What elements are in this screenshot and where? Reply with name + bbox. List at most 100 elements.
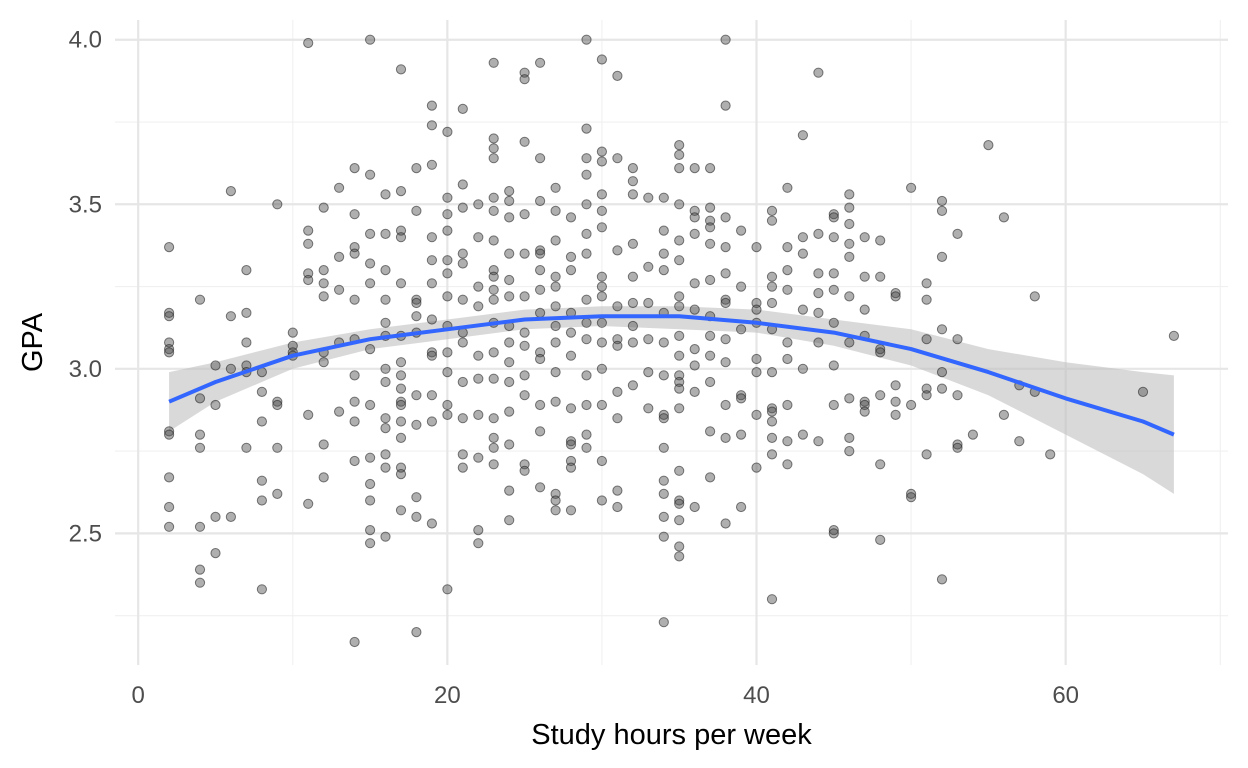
data-point: [875, 347, 886, 358]
data-point: [365, 344, 376, 355]
data-point: [658, 225, 669, 236]
data-point: [612, 70, 623, 82]
data-point: [303, 409, 314, 420]
data-point: [596, 363, 608, 374]
data-point: [736, 225, 747, 236]
data-point: [627, 163, 639, 174]
data-point: [164, 307, 175, 318]
data-point: [365, 258, 376, 269]
data-point: [256, 495, 267, 506]
data-point: [519, 465, 530, 476]
data-point: [612, 340, 623, 351]
data-point: [596, 222, 608, 233]
data-point: [519, 74, 530, 85]
data-point: [411, 297, 422, 309]
data-point: [519, 340, 530, 351]
data-point: [535, 307, 546, 318]
data-point: [936, 367, 948, 378]
data-point: [844, 432, 855, 443]
data-point: [442, 255, 453, 266]
data-point: [627, 337, 639, 348]
data-point: [488, 459, 499, 470]
data-point: [411, 492, 422, 503]
data-point: [488, 294, 499, 305]
data-point: [457, 103, 468, 115]
data-point: [890, 409, 901, 420]
data-point: [194, 442, 206, 453]
data-point: [550, 495, 561, 506]
data-point: [535, 153, 546, 164]
data-point: [164, 501, 175, 513]
data-point: [473, 301, 484, 312]
data-point: [705, 222, 716, 233]
data-point: [488, 284, 499, 295]
data-point: [318, 439, 329, 450]
data-point: [596, 156, 608, 167]
data-point: [210, 399, 221, 411]
data-point: [581, 442, 592, 453]
data-point: [782, 337, 793, 348]
data-point: [334, 406, 345, 417]
data-point: [380, 317, 391, 328]
data-point: [751, 353, 762, 365]
data-point: [643, 334, 654, 345]
data-point: [504, 195, 515, 207]
data-point: [426, 347, 437, 358]
y-axis-title: GPA: [17, 312, 49, 372]
data-point: [627, 271, 639, 282]
confidence-band: [169, 306, 1174, 494]
data-point: [658, 617, 669, 628]
data-point: [380, 423, 391, 434]
data-point: [720, 242, 731, 253]
data-point: [766, 449, 778, 460]
data-point: [395, 469, 407, 480]
data-point: [550, 182, 561, 193]
data-point: [164, 311, 175, 322]
data-point: [581, 370, 592, 381]
data-point: [210, 511, 221, 523]
data-point: [504, 515, 515, 526]
data-point: [272, 399, 283, 411]
data-point: [349, 370, 360, 381]
data-point: [194, 564, 206, 575]
data-point: [504, 485, 515, 496]
data-point: [952, 334, 963, 345]
data-point: [736, 429, 747, 440]
data-point: [936, 324, 948, 335]
data-point: [550, 271, 561, 282]
data-point: [581, 399, 592, 411]
x-axis-ticks: 0 20 40 60: [132, 682, 1080, 709]
data-point: [442, 291, 453, 302]
data-point: [565, 505, 577, 516]
data-point: [782, 353, 793, 365]
data-point: [272, 488, 283, 499]
data-point: [797, 130, 809, 141]
data-point: [473, 409, 484, 420]
data-point: [504, 291, 515, 302]
data-point: [488, 143, 499, 154]
data-point: [751, 409, 762, 420]
data-point: [844, 393, 855, 404]
data-point: [612, 485, 623, 496]
data-point: [720, 518, 731, 529]
data-point: [365, 399, 376, 411]
data-point: [349, 163, 360, 174]
data-point: [813, 288, 824, 299]
data-point: [859, 396, 870, 407]
data-point: [519, 390, 530, 401]
data-point: [658, 531, 669, 542]
data-point: [194, 429, 206, 440]
data-point: [442, 399, 453, 411]
data-point: [395, 186, 407, 197]
data-point: [365, 495, 376, 506]
x-tick-label: 60: [1052, 682, 1079, 709]
y-axis-ticks: 2.5 3.0 3.5 4.0: [69, 27, 102, 548]
data-point: [519, 248, 530, 259]
data-point: [596, 337, 608, 348]
data-point: [658, 442, 669, 453]
data-point: [241, 307, 252, 318]
data-point: [318, 265, 329, 276]
data-point: [380, 376, 391, 388]
data-point: [936, 574, 948, 585]
data-point: [565, 462, 577, 473]
